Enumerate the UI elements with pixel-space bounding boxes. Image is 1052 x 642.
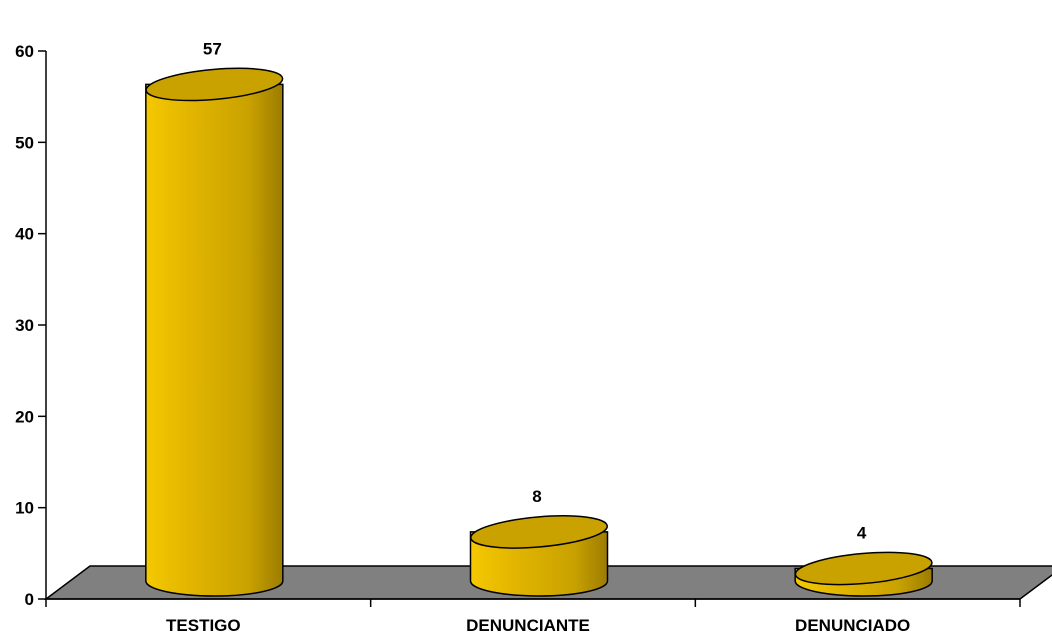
bar-body xyxy=(145,83,284,597)
y-tick-label: 60 xyxy=(15,42,34,61)
bar-testigo xyxy=(145,67,284,597)
bar-top xyxy=(794,551,933,586)
data-label: 57 xyxy=(203,39,222,58)
bar-top xyxy=(145,67,284,102)
x-tick-label: DENUNCIANTE xyxy=(466,616,590,635)
y-tick-label: 20 xyxy=(15,407,34,426)
x-tick-label: DENUNCIADO xyxy=(795,616,910,635)
bars-layer xyxy=(145,67,933,597)
axis-layer: 0 10 20 30 40 50 60 xyxy=(15,42,1021,609)
y-tick-label: 10 xyxy=(15,499,34,518)
data-label: 4 xyxy=(857,523,867,542)
y-tick-label: 0 xyxy=(25,590,34,609)
labels-layer: 57 TESTIGO 8 DENUNCIANTE 4 DENUNCIADO xyxy=(166,39,910,635)
data-label: 8 xyxy=(532,487,541,506)
bar-top xyxy=(469,515,609,549)
bar-denunciado xyxy=(794,551,933,597)
x-tick-label: TESTIGO xyxy=(166,616,241,635)
y-tick-label: 30 xyxy=(15,316,34,335)
bar-denunciante xyxy=(469,515,609,597)
y-tick-label: 50 xyxy=(15,133,34,152)
y-tick-label: 40 xyxy=(15,225,34,244)
